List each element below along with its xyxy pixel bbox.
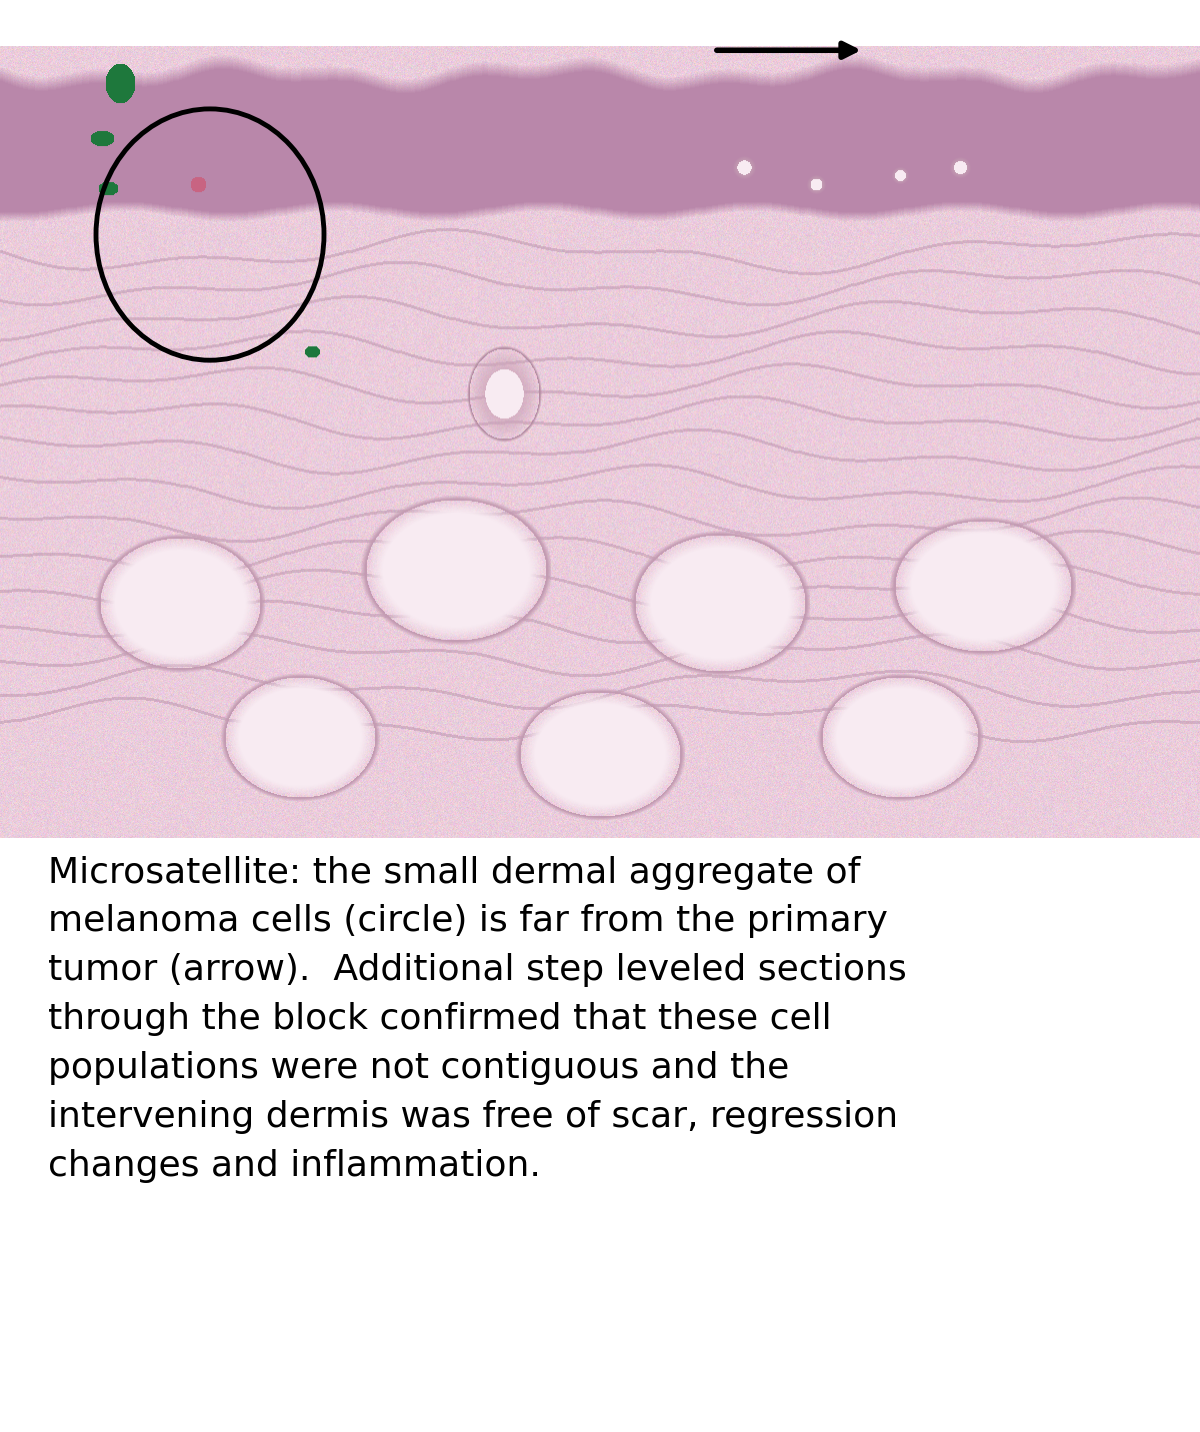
Text: Microsatellite: the small dermal aggregate of
melanoma cells (circle) is far fro: Microsatellite: the small dermal aggrega…: [48, 855, 907, 1183]
